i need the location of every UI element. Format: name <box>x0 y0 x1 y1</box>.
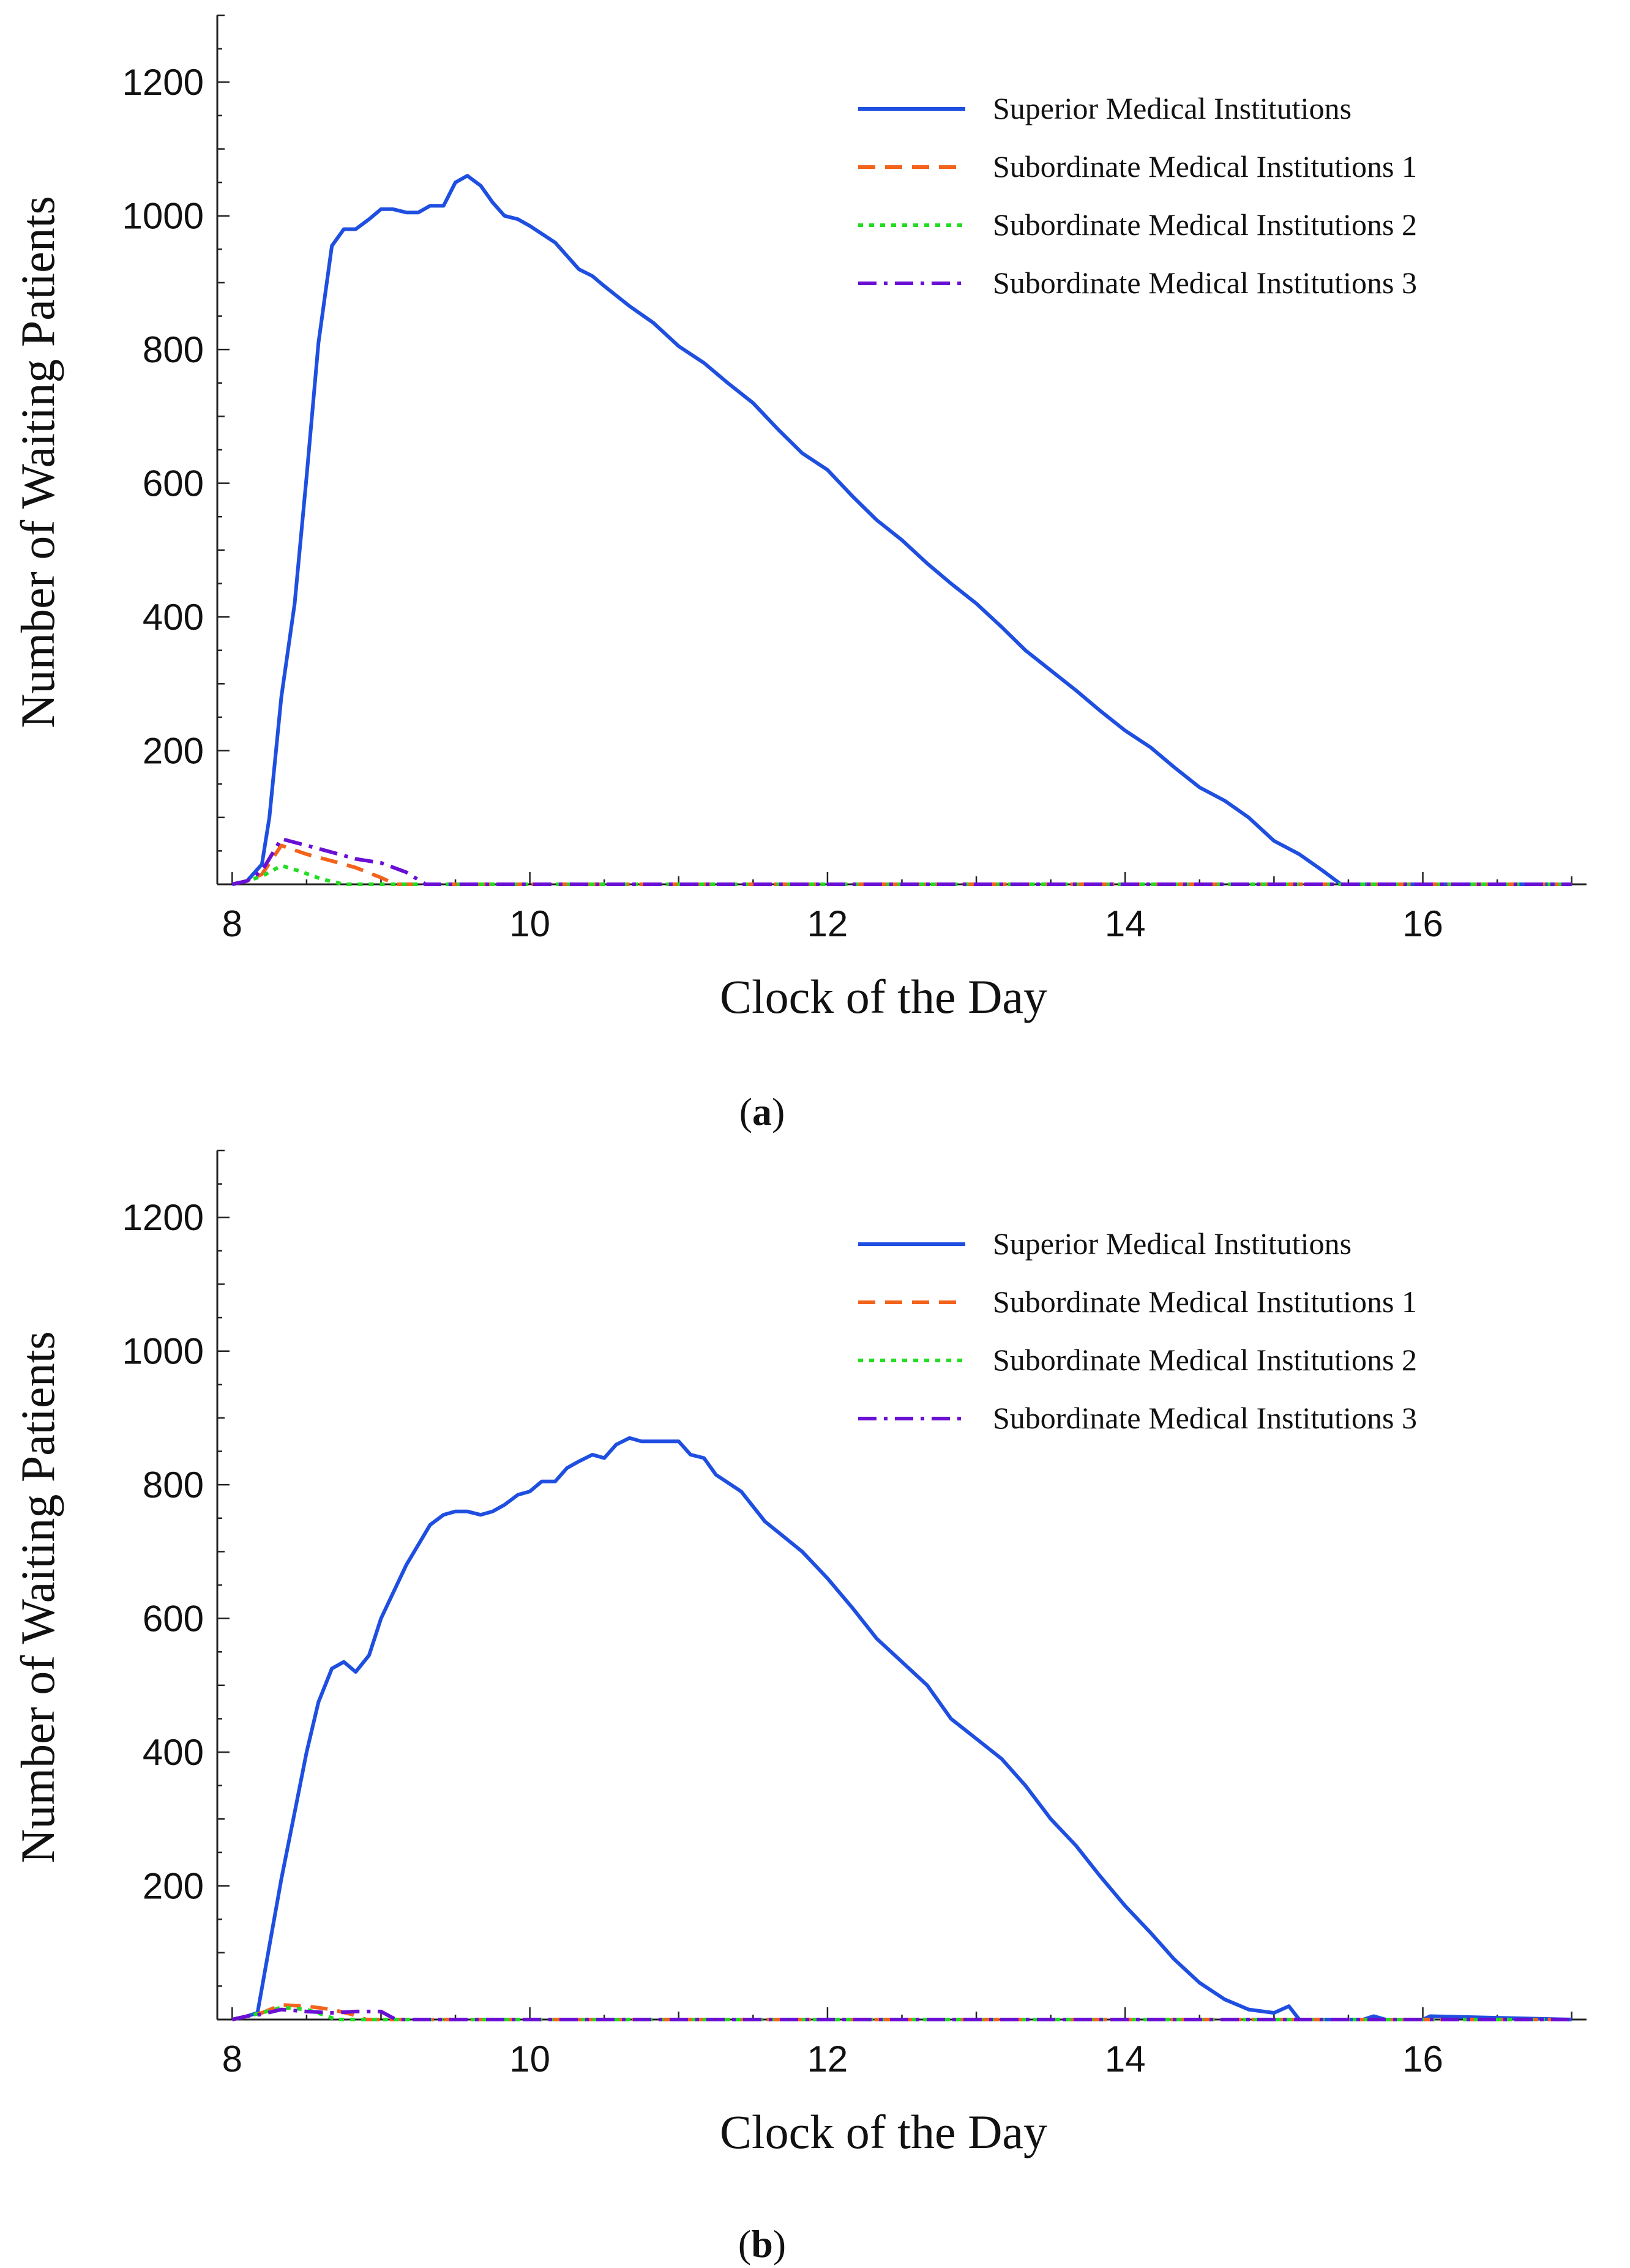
y-tick-label: 800 <box>143 329 204 370</box>
x-tick-label: 10 <box>509 2039 550 2080</box>
x-tick-label: 12 <box>807 903 848 944</box>
legend-label-4: Subordinate Medical Institutions 3 <box>993 266 1417 300</box>
series-line-4 <box>231 2007 1572 2021</box>
legend-label-3: Subordinate Medical Institutions 2 <box>993 1343 1417 1377</box>
legend-label-1: Superior Medical Institutions <box>993 1226 1351 1261</box>
y-tick-label: 200 <box>143 1866 204 1907</box>
legend-label-4: Subordinate Medical Institutions 3 <box>993 1401 1417 1435</box>
y-tick-label: 800 <box>143 1464 204 1505</box>
x-tick-label: 8 <box>222 2039 242 2080</box>
y-tick-label: 400 <box>143 1732 204 1773</box>
x-tick-label: 8 <box>222 903 242 944</box>
series-line-1 <box>231 1436 1572 2021</box>
x-tick-label: 16 <box>1402 2039 1443 2080</box>
x-axis-title: Clock of the Day <box>720 970 1047 1023</box>
y-tick-label: 200 <box>143 731 204 772</box>
chart-panel-b: 200 400 600 800 1000 1200 8 10 12 14 16 Clock of th… <box>11 1149 1587 2266</box>
y-tick-label: 600 <box>143 1598 204 1639</box>
y-tick-label: 1200 <box>122 62 204 103</box>
x-tick-label: 12 <box>807 2039 848 2080</box>
y-tick-label: 1000 <box>122 196 204 237</box>
x-tick-label: 14 <box>1105 903 1146 944</box>
panel-label: (b) <box>738 2222 786 2266</box>
chart-panel-a: 200 400 600 800 1000 1200 8 10 12 14 16 Clock of th… <box>11 14 1587 1133</box>
legend-label-2: Subordinate Medical Institutions 1 <box>993 1285 1417 1319</box>
series-line-4 <box>231 837 1572 886</box>
x-tick-label: 14 <box>1105 2039 1146 2080</box>
legend-label-3: Subordinate Medical Institutions 2 <box>993 207 1417 242</box>
y-axis-title: Number of Waiting Patients <box>11 1331 64 1863</box>
legend-label-2: Subordinate Medical Institutions 1 <box>993 149 1417 184</box>
x-tick-label: 16 <box>1402 903 1443 944</box>
series-line-2 <box>231 843 1572 886</box>
series-line-1 <box>231 174 1572 886</box>
panel-label: (a) <box>739 1090 785 1133</box>
y-axis-title: Number of Waiting Patients <box>11 196 64 728</box>
x-tick-label: 10 <box>509 903 550 944</box>
legend-label-1: Superior Medical Institutions <box>993 91 1351 125</box>
y-tick-label: 600 <box>143 463 204 504</box>
y-tick-label: 400 <box>143 597 204 638</box>
y-tick-label: 1200 <box>122 1197 204 1238</box>
x-axis-title: Clock of the Day <box>720 2105 1047 2158</box>
y-tick-label: 1000 <box>122 1331 204 1372</box>
